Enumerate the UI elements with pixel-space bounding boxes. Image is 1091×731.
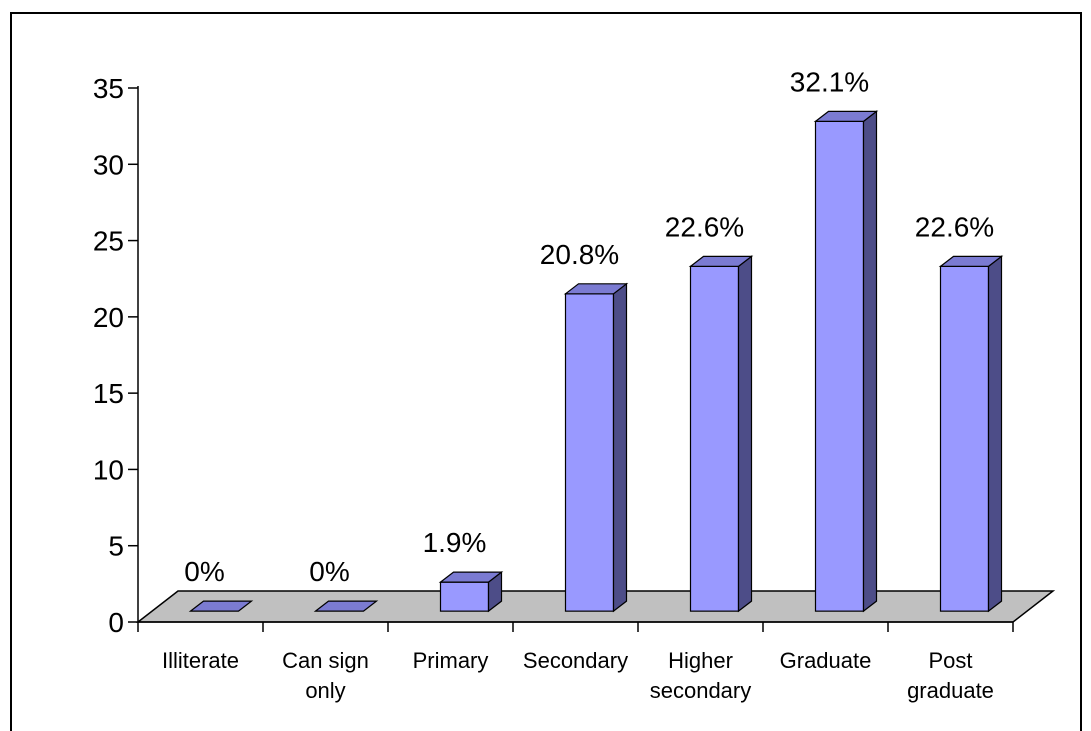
bar-front — [439, 581, 490, 612]
bar-front — [564, 293, 615, 612]
x-category-label: secondary — [650, 678, 752, 703]
y-tick-label: 5 — [108, 531, 124, 562]
bar-top — [438, 571, 504, 583]
bar — [563, 282, 629, 613]
x-category-label: Secondary — [523, 648, 628, 673]
bar-top — [313, 600, 379, 612]
data-labels: 0% 0% 1.9% 20.8% 22.6% 32.1% 22.6% — [184, 66, 994, 587]
bar — [313, 600, 379, 612]
data-label: 20.8% — [540, 239, 619, 270]
category-labels: Illiterate Can sign only Primary Secondary Hi… — [162, 648, 994, 703]
y-tick-label: 10 — [93, 454, 124, 485]
data-label: 0% — [309, 556, 349, 587]
y-tick-label: 15 — [93, 378, 124, 409]
bar — [813, 110, 879, 613]
y-tick-label: 20 — [93, 302, 124, 333]
bar-front — [814, 120, 865, 612]
y-tick-label: 25 — [93, 226, 124, 257]
bar — [688, 255, 754, 613]
bar-top — [188, 600, 254, 612]
x-category-label: Primary — [413, 648, 489, 673]
y-tick-label: 30 — [93, 149, 124, 180]
bar-side — [612, 282, 628, 613]
bar-side — [987, 255, 1003, 613]
bar — [938, 255, 1004, 613]
data-label: 22.6% — [915, 211, 994, 242]
data-label: 22.6% — [665, 211, 744, 242]
chart-frame — [10, 12, 1082, 731]
bar — [438, 570, 504, 613]
bar-side — [737, 255, 753, 613]
x-category-label: only — [305, 678, 345, 703]
data-label: 0% — [184, 556, 224, 587]
bar-top — [813, 110, 879, 122]
bars — [188, 110, 1004, 613]
bar-top — [563, 283, 629, 295]
y-ticks: 0 5 10 15 20 25 30 35 — [93, 73, 138, 638]
data-label: 1.9% — [423, 527, 487, 558]
data-label: 32.1% — [790, 66, 869, 97]
bar-front — [689, 265, 740, 612]
x-category-label: Illiterate — [162, 648, 239, 673]
bar-side — [862, 110, 878, 613]
x-category-label: Higher — [668, 648, 733, 673]
x-category-label: Can sign — [282, 648, 369, 673]
bar — [188, 600, 254, 612]
x-category-label: graduate — [907, 678, 994, 703]
y-tick-label: 35 — [93, 73, 124, 104]
x-ticks — [137, 622, 1014, 632]
bar-front — [939, 265, 990, 612]
bar-top — [688, 255, 754, 267]
bar-top — [938, 255, 1004, 267]
x-category-label: Post — [928, 648, 972, 673]
y-tick-label: 0 — [108, 607, 124, 638]
x-category-label: Graduate — [780, 648, 872, 673]
